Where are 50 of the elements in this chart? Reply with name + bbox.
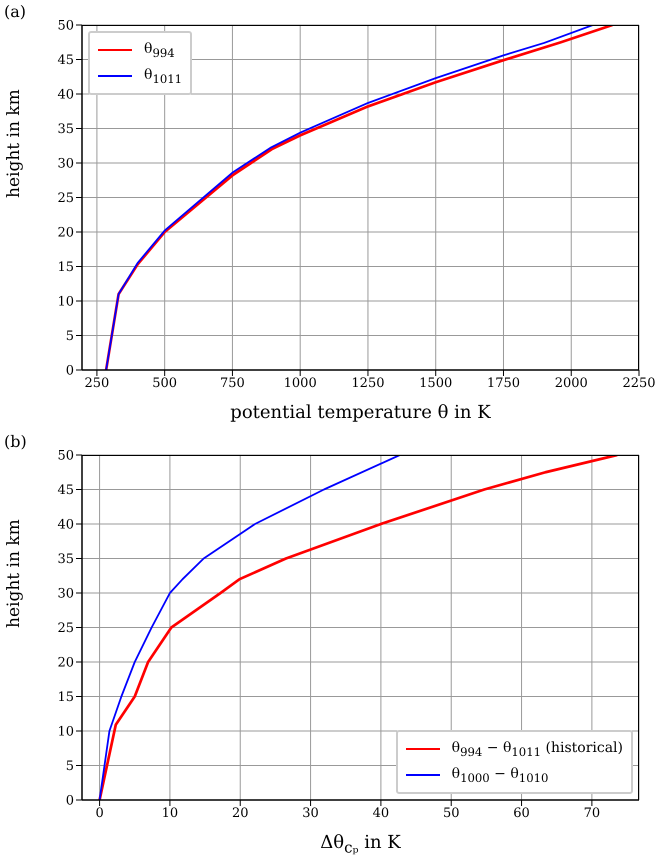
x-tick-label: 1250 [351,376,384,392]
y-tick-label: 45 [57,483,74,498]
y-axis-title: height in km [4,88,24,198]
y-tick-label: 20 [57,656,74,671]
y-tick-label: 45 [57,53,74,68]
x-tick-label: 1000 [284,376,317,392]
y-tick-label: 35 [57,122,74,138]
x-tick-label: 40 [372,806,390,822]
y-tick-label: 5 [66,329,74,344]
y-tick-label: 5 [66,759,74,774]
y-tick-label: 20 [57,226,74,241]
line-series [98,455,401,800]
x-tick-label: 1500 [419,376,452,392]
legend-label: θ$_{994}$ − θ$_{1011}$ (historical) [452,740,623,758]
y-tick-label: 50 [57,18,74,34]
legend-label: θ$_{1000}$ − θ$_{1010}$ [452,766,548,784]
y-tick-label: 30 [57,586,74,602]
y-tick-label: 10 [57,294,74,310]
y-tick-label: 30 [57,156,74,172]
y-tick-label: 25 [57,191,74,206]
x-tick-label: 0 [95,806,104,822]
x-tick-label: 60 [513,806,530,822]
x-tick-label: 30 [302,806,319,822]
x-tick-label: 2250 [622,376,656,392]
x-tick-label: 10 [162,806,178,822]
chart-title: (b) [4,432,27,451]
x-tick-label: 20 [232,806,249,822]
x-tick-label: 2000 [554,376,588,392]
x-tick-label: 250 [84,376,110,392]
y-tick-label: 50 [57,448,74,464]
chart-title: (a) [4,2,26,21]
legend-label: θ$_{1011}$ [144,66,182,86]
x-tick-label: 50 [442,806,460,822]
legend-label: θ$_{994}$ [144,40,175,60]
y-axis-title: height in km [4,518,24,628]
x-tick-label: 500 [152,376,178,392]
x-tick-label: 1750 [486,376,520,392]
y-tick-label: 25 [57,621,74,636]
x-tick-label: 750 [220,376,245,392]
y-tick-label: 15 [57,690,74,706]
y-tick-label: 10 [57,724,74,740]
x-tick-label: 70 [584,806,600,822]
y-tick-label: 35 [57,552,74,568]
x-axis-title: potential temperature θ in K [230,402,491,423]
y-tick-label: 0 [66,364,74,379]
y-tick-label: 0 [66,794,74,809]
y-tick-label: 40 [57,518,74,533]
x-axis-title: Δθ$_{cₚ}$ in K [320,832,401,857]
y-tick-label: 40 [57,88,74,103]
y-tick-label: 15 [57,260,74,276]
